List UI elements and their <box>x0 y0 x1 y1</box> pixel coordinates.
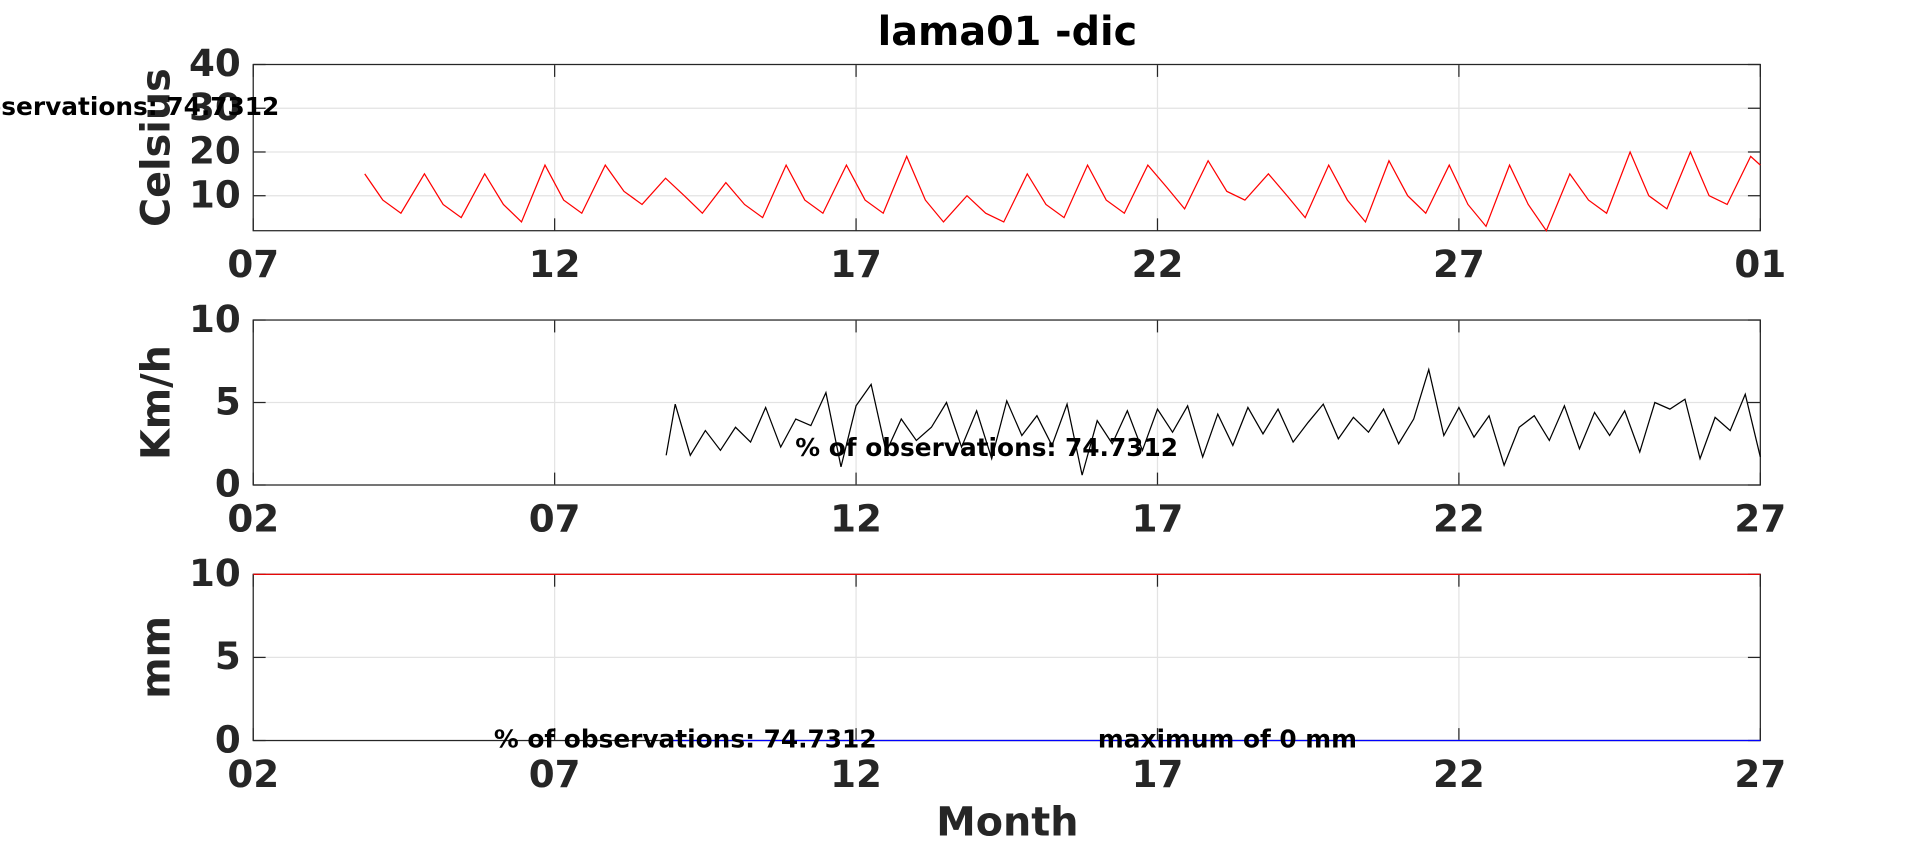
x-tick-label: 17 <box>1132 752 1184 796</box>
y-tick-label: 0 <box>215 717 241 761</box>
x-tick-label: 02 <box>227 752 279 796</box>
annotation: % of observations: 74.7312 <box>0 92 279 121</box>
y-tick-label: 5 <box>215 379 241 423</box>
y-tick-label: 30 <box>189 85 241 129</box>
x-tick-label: 27 <box>1433 242 1485 286</box>
y-tick-label: 10 <box>189 551 241 595</box>
y-tick-label: 10 <box>189 172 241 216</box>
data-line <box>364 150 1761 233</box>
x-tick-label: 12 <box>830 496 882 540</box>
y-tick-label: 5 <box>215 634 241 678</box>
annotation: % of observations: 74.7312 <box>795 433 1178 462</box>
x-tick-label: 07 <box>529 496 581 540</box>
y-axis-label: Km/h <box>133 345 179 460</box>
y-axis-label: Celsius <box>133 68 179 227</box>
x-axis-label: Month <box>936 799 1078 841</box>
x-tick-label: 07 <box>529 752 581 796</box>
axes-frame <box>252 319 1761 486</box>
x-tick-label: 22 <box>1433 496 1485 540</box>
y-tick-label: 20 <box>189 129 241 173</box>
x-tick-label: 07 <box>227 242 279 286</box>
x-tick-label: 12 <box>529 242 581 286</box>
y-tick-label: 40 <box>189 41 241 85</box>
plot-area <box>253 64 1761 231</box>
annotation: % of observations: 74.7312 <box>494 725 877 754</box>
y-axis-label: mm <box>133 616 179 699</box>
data-line <box>665 367 1761 476</box>
x-tick-label: 22 <box>1132 242 1184 286</box>
x-tick-label: 02 <box>227 496 279 540</box>
y-tick-label: 10 <box>189 297 241 341</box>
y-tick-label: 0 <box>215 462 241 506</box>
chart-title: lama01 -dic <box>878 9 1138 55</box>
x-tick-label: 17 <box>830 242 882 286</box>
axes-frame <box>252 63 1761 232</box>
x-tick-label: 27 <box>1734 752 1786 796</box>
x-tick-label: 17 <box>1132 496 1184 540</box>
annotation: maximum of 0 mm <box>1098 725 1357 754</box>
x-tick-label: 22 <box>1433 752 1485 796</box>
x-tick-label: 27 <box>1734 496 1786 540</box>
x-tick-label: 12 <box>830 752 882 796</box>
x-tick-label: 01 <box>1734 242 1786 286</box>
